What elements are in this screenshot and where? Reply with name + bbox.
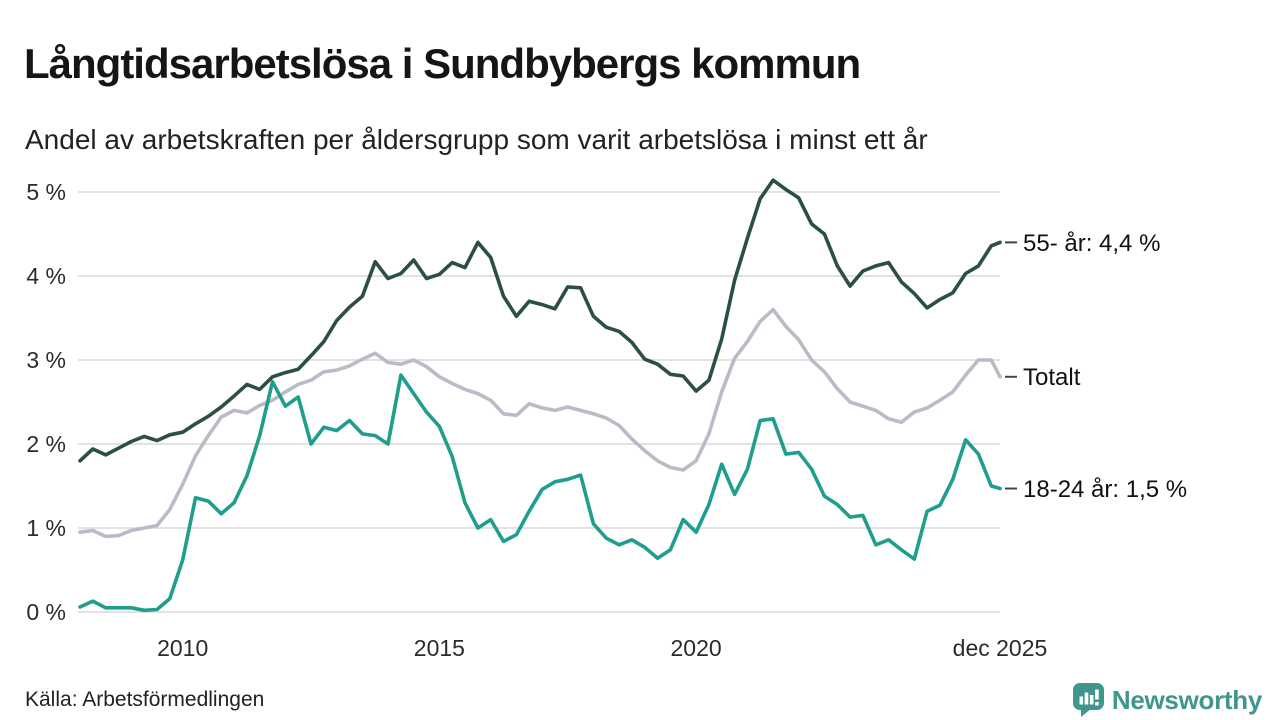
x-axis-tick-label: 2010 <box>157 635 208 661</box>
y-axis-tick-label: 5 % <box>26 179 66 205</box>
y-axis-tick-label: 2 % <box>26 431 66 457</box>
newsworthy-wordmark: Newsworthy <box>1111 684 1262 715</box>
series-end-label-totalt: Totalt <box>1023 364 1081 391</box>
series-end-label-55plus: 55- år: 4,4 % <box>1023 230 1160 257</box>
newsworthy-logo-icon <box>1072 683 1104 717</box>
y-axis-tick-label: 1 % <box>26 515 66 541</box>
newsworthy-logo: Newsworthy <box>1072 682 1262 718</box>
y-axis-tick-label: 3 % <box>26 347 66 373</box>
series-line-55plus <box>78 178 1002 463</box>
x-axis-tick-label: dec 2025 <box>953 635 1048 661</box>
y-axis-tick-label: 4 % <box>26 263 66 289</box>
series-line-totalt <box>78 307 1002 539</box>
series-line-18-24 <box>78 373 1002 613</box>
chart-subtitle: Andel av arbetskraften per åldersgrupp s… <box>25 124 928 155</box>
page-title: Långtidsarbetslösa i Sundbybergs kommun <box>24 40 861 88</box>
source-note: Källa: Arbetsförmedlingen <box>25 688 265 711</box>
y-axis-tick-label: 0 % <box>26 599 66 625</box>
series-end-label-18-24: 18-24 år: 1,5 % <box>1023 476 1187 503</box>
x-axis-tick-label: 2020 <box>670 635 721 661</box>
x-axis-tick-label: 2015 <box>414 635 465 661</box>
